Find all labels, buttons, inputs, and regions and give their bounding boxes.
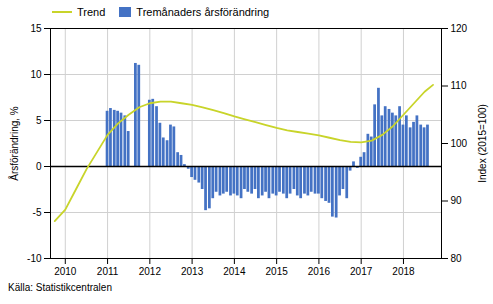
- svg-text:2017: 2017: [350, 266, 373, 277]
- svg-text:2010: 2010: [54, 266, 77, 277]
- svg-text:2018: 2018: [392, 266, 415, 277]
- svg-text:110: 110: [451, 80, 467, 91]
- svg-text:0: 0: [36, 161, 42, 172]
- svg-text:Årsförändring, %: Årsförändring, %: [8, 106, 20, 181]
- svg-text:2014: 2014: [223, 266, 246, 277]
- svg-text:100: 100: [451, 138, 468, 149]
- html-text:Trend: Trend: [77, 5, 106, 18]
- svg-text:2015: 2015: [266, 266, 289, 277]
- svg-text:120: 120: [451, 23, 468, 34]
- svg-text:15: 15: [30, 23, 42, 34]
- svg-text:2016: 2016: [308, 266, 331, 277]
- svg-text:2012: 2012: [139, 266, 162, 277]
- html-text:Källa: Statistikcentralen: Källa: Statistikcentralen: [8, 282, 112, 293]
- svg-text:Index (2015=100): Index (2015=100): [477, 104, 488, 183]
- svg-text:-5: -5: [33, 207, 42, 218]
- svg-text:2013: 2013: [181, 266, 204, 277]
- svg-text:2011: 2011: [97, 266, 119, 277]
- svg-text:80: 80: [451, 253, 463, 264]
- svg-text:10: 10: [30, 69, 42, 80]
- svg-text:5: 5: [36, 115, 42, 126]
- html-text:Tremånaders årsförändring: Tremånaders årsförändring: [136, 5, 270, 18]
- svg-text:-10: -10: [27, 253, 42, 264]
- svg-text:90: 90: [451, 195, 463, 206]
